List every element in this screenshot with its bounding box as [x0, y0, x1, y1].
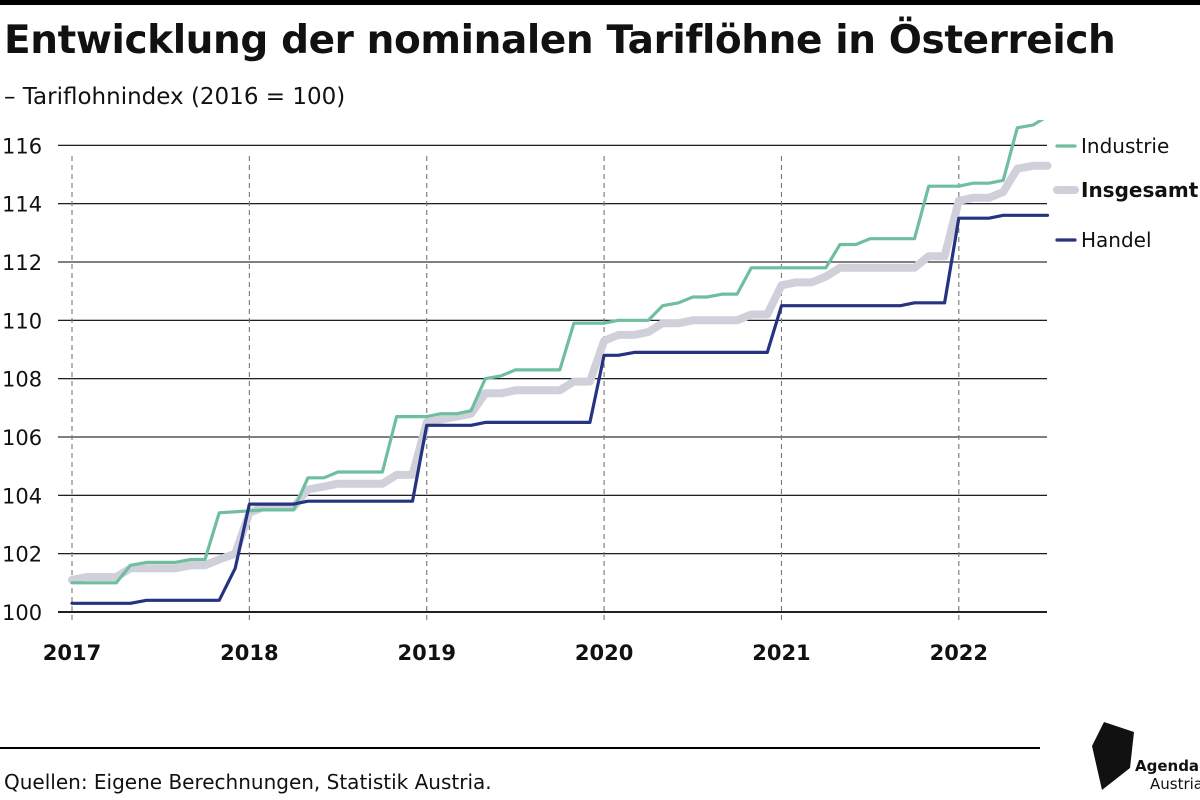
series-lines	[68, 120, 1052, 605]
y-tick-label: 100	[2, 601, 42, 625]
legend-label-industrie: Industrie	[1081, 134, 1169, 158]
top-rule	[0, 0, 1200, 5]
legend-label-handel: Handel	[1081, 228, 1152, 252]
y-tick-label: 106	[2, 426, 42, 450]
y-tick-label: 116	[2, 134, 42, 158]
y-tick-label: 108	[2, 368, 42, 392]
legend-label-insgesamt: Insgesamt	[1081, 178, 1199, 202]
y-axis-tick-labels: 100 102 104 106 108 110 112 114 116	[2, 134, 42, 625]
vertical-gridlines	[71, 156, 960, 624]
y-tick-label: 114	[2, 193, 42, 217]
bottom-rule	[0, 747, 1040, 749]
y-tick-label: 110	[2, 309, 42, 333]
series-line-handel	[70, 213, 1050, 605]
y-tick-label: 112	[2, 251, 42, 275]
series-line-industrie	[70, 120, 1045, 585]
x-tick-label: 2017	[43, 641, 101, 665]
agenda-austria-logo	[1092, 722, 1134, 790]
y-tick-label: 104	[2, 484, 42, 508]
logo-word-agenda: Agenda	[1135, 757, 1200, 775]
x-tick-label: 2020	[575, 641, 633, 665]
x-tick-label: 2022	[930, 641, 988, 665]
chart-title: Entwicklung der nominalen Tariflöhne in …	[4, 18, 1116, 63]
line-chart: 100 102 104 106 108 110 112 114 116 2017 2018 2019…	[2, 120, 1199, 665]
y-tick-label: 102	[2, 543, 42, 567]
logo-word-austria: Austria	[1150, 775, 1200, 793]
x-tick-label: 2019	[398, 641, 456, 665]
legend: Industrie Insgesamt Handel	[1053, 134, 1199, 252]
source-note: Quellen: Eigene Berechnungen, Statistik …	[4, 770, 492, 794]
x-axis-tick-labels: 2017 2018 2019 2020 2021 2022	[43, 641, 988, 665]
chart-subtitle: – Tariflohnindex (2016 = 100)	[4, 84, 346, 110]
x-tick-label: 2018	[220, 641, 278, 665]
horizontal-gridlines	[58, 144, 1047, 613]
x-tick-label: 2021	[752, 641, 810, 665]
